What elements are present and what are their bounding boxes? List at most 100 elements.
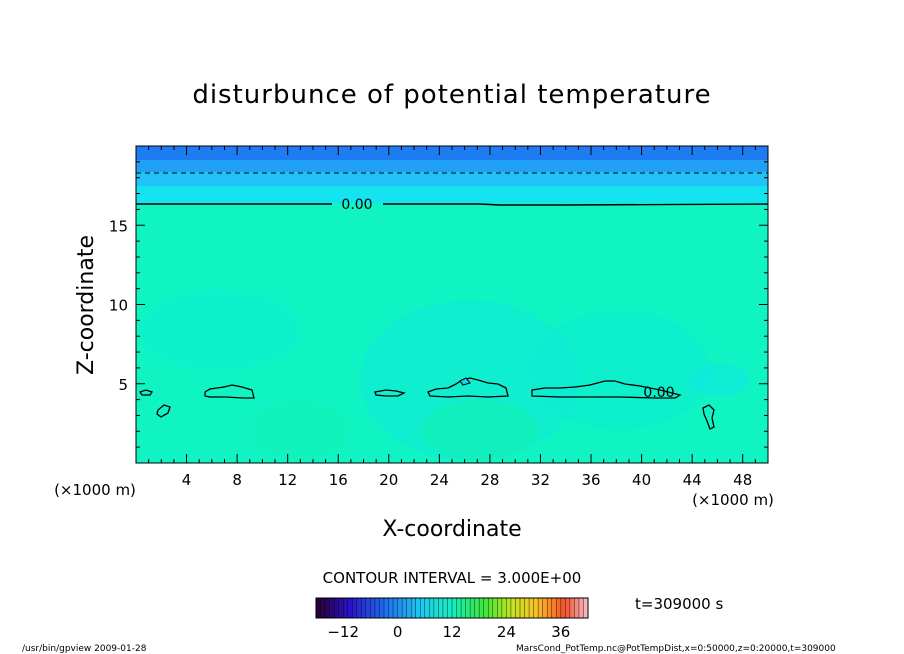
colorbar-tick-label: 36	[551, 623, 570, 641]
colorbar-cell	[442, 598, 448, 618]
y-tick-label: 15	[109, 217, 128, 235]
colorbar-cell	[456, 598, 462, 618]
y-axis-label: Z-coordinate	[74, 235, 99, 375]
colorbar-cell	[470, 598, 476, 618]
colorbar-cell	[506, 598, 512, 618]
colorbar-cell	[338, 598, 344, 618]
colorbar-cell	[488, 598, 494, 618]
colorbar-cell	[420, 598, 426, 618]
contour-cell-1	[138, 389, 154, 396]
colorbar-cell	[352, 598, 358, 618]
colorbar-cell	[479, 598, 485, 618]
x-unit-left: (×1000 m)	[54, 481, 136, 499]
colorbar-cell	[452, 598, 457, 618]
colorbar-cell	[533, 598, 539, 618]
zero-contour-line	[136, 203, 768, 206]
contour-cell-3	[204, 384, 255, 399]
colorbar-cell	[379, 598, 385, 618]
colorbar-cell	[510, 598, 516, 618]
colorbar-tick-label: 12	[442, 623, 461, 641]
colorbar-tick-label: 0	[393, 623, 403, 641]
x-tick-label: 32	[531, 471, 550, 489]
colorbar-cell	[524, 598, 530, 618]
plume-shade-6	[690, 364, 750, 396]
colorbar-cell	[433, 598, 439, 618]
colorbar-cell	[388, 598, 394, 618]
colorbar-cell	[547, 598, 553, 618]
colorbar-cell	[320, 598, 326, 618]
colorbar-cell	[529, 598, 534, 618]
colorbar-cell	[574, 598, 580, 618]
colorbar-cell	[569, 598, 575, 618]
colorbar-cell	[361, 598, 367, 618]
colorbar-cell	[347, 598, 353, 618]
colorbar-cell	[474, 598, 480, 618]
colorbar-cell	[551, 598, 557, 618]
colorbar-cell	[316, 598, 321, 618]
plot-field	[136, 146, 768, 463]
colorbar-cell	[520, 598, 525, 618]
colorbar-cell	[343, 598, 349, 618]
axis-ticks	[136, 146, 768, 463]
plume-shade-1	[140, 290, 300, 370]
x-tick-label: 8	[232, 471, 242, 489]
colorbar-cell	[438, 598, 444, 618]
x-tick-label: 4	[182, 471, 192, 489]
colorbar-cell	[538, 598, 544, 618]
colorbar-tick-label: 24	[497, 623, 516, 641]
colorbar-cell	[560, 598, 566, 618]
colorbar-cell	[370, 598, 376, 618]
colorbar-cell	[393, 598, 398, 618]
x-unit-right: (×1000 m)	[692, 491, 774, 509]
time-label: t=309000 s	[635, 595, 723, 613]
colorbar-cell	[492, 598, 498, 618]
colorbar-cell	[397, 598, 403, 618]
colorbar-cell	[406, 598, 412, 618]
contour-cell-6	[531, 380, 682, 399]
upper-layer-band-2	[136, 160, 768, 172]
y-tick-label: 10	[109, 297, 128, 315]
x-tick-label: 40	[632, 471, 651, 489]
x-tick-label: 24	[430, 471, 449, 489]
colorbar-cell	[542, 598, 548, 618]
colorbar-cell	[411, 598, 417, 618]
colorbar	[315, 598, 589, 618]
y-tick-labels: 5 10 15	[109, 217, 128, 394]
colorbar-cell	[334, 598, 340, 618]
contour-cell-7	[702, 404, 715, 430]
contour-interval: CONTOUR INTERVAL = 3.000E+00	[323, 569, 582, 587]
upper-layer-band-1	[136, 146, 768, 160]
plume-shade-5	[250, 400, 350, 460]
colorbar-cell	[429, 598, 435, 618]
plume-shade-3	[530, 310, 710, 430]
colorbar-cell	[461, 598, 466, 618]
colorbar-cell	[365, 598, 371, 618]
upper-layer-band-4	[136, 186, 768, 203]
colorbar-cell	[415, 598, 421, 618]
x-tick-label: 28	[480, 471, 499, 489]
colorbar-cell	[374, 598, 380, 618]
x-tick-label: 16	[329, 471, 348, 489]
x-tick-label: 48	[733, 471, 752, 489]
colorbar-cell	[356, 598, 362, 618]
colorbar-cell	[565, 598, 571, 618]
colorbar-tick-labels: −12 0 12 24 36	[327, 623, 570, 641]
colorbar-cell	[583, 598, 589, 618]
colorbar-cell	[447, 598, 453, 618]
y-tick-label: 5	[118, 376, 128, 394]
colorbar-cell	[501, 598, 507, 618]
colorbar-cell	[325, 598, 330, 618]
x-tick-label: 44	[683, 471, 702, 489]
x-tick-label: 20	[379, 471, 398, 489]
colorbar-cell	[483, 598, 489, 618]
chart-title: disturbunce of potential temperature	[192, 80, 711, 110]
colorbar-cell	[329, 598, 335, 618]
contour-cell-2	[156, 404, 171, 418]
contour-cell-8	[459, 377, 471, 386]
colorbar-cell	[578, 598, 584, 618]
colorbar-cell	[497, 598, 503, 618]
colorbar-cell	[556, 598, 562, 618]
x-tick-label: 12	[278, 471, 297, 489]
zero-contour-label-mid: 0.00	[643, 385, 674, 401]
